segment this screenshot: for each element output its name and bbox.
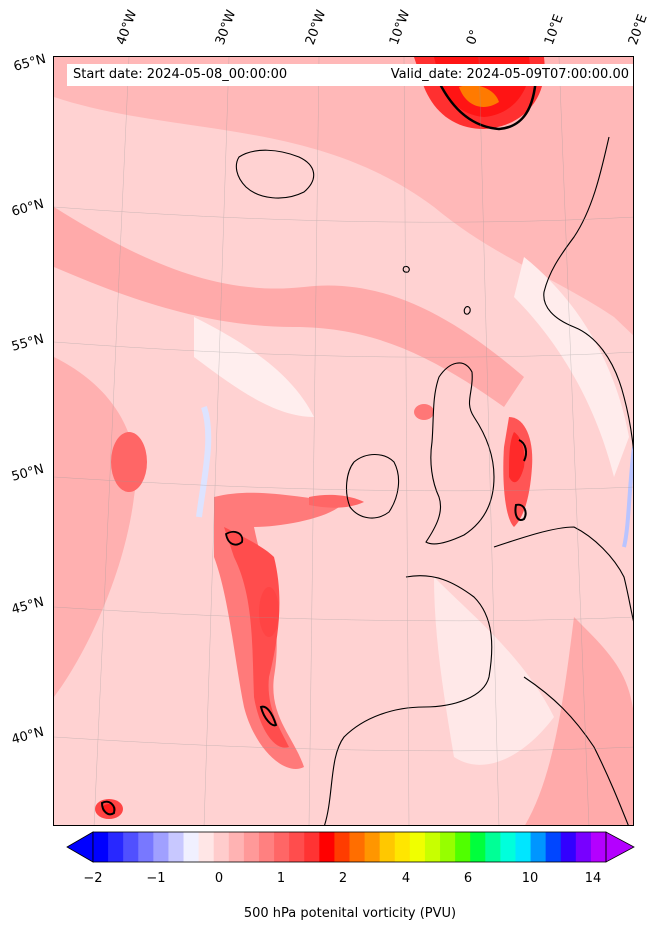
- colorbar-bin: [545, 832, 562, 862]
- colorbar-bin: [424, 832, 441, 862]
- lon-label-10w: 10°W: [386, 8, 414, 47]
- colorbar-bin: [560, 832, 577, 862]
- lon-label-30w: 30°W: [212, 8, 240, 47]
- colorbar-bin: [168, 832, 184, 862]
- colorbar-bin: [470, 832, 486, 862]
- colorbar-tick-minus2: −2: [83, 871, 103, 886]
- lat-label-65n: 65°N: [12, 51, 48, 75]
- pv-contour-field: [54, 57, 633, 825]
- colorbar-tick-1: 1: [276, 871, 286, 886]
- lon-label-10e: 10°E: [541, 12, 567, 48]
- colorbar-bin: [243, 832, 260, 862]
- colorbar-tick-6: 6: [463, 871, 473, 886]
- colorbar-bin: [349, 832, 365, 862]
- colorbar-label: 500 hPa potenital vorticity (PVU): [243, 906, 457, 921]
- colorbar-bin: [409, 832, 426, 862]
- colorbar-bin: [108, 832, 124, 862]
- lat-label-60n: 60°N: [10, 196, 46, 220]
- colorbar-bin: [440, 832, 456, 862]
- colorbar-tick-minus1: −1: [146, 871, 166, 886]
- colorbar-tick-10: 10: [521, 871, 539, 886]
- colorbar-tick-2: 2: [338, 871, 348, 886]
- colorbar-bin: [289, 832, 305, 862]
- colorbar-over-extend: [605, 831, 635, 863]
- lon-label-0: 0°: [463, 27, 484, 47]
- colorbar-bin: [590, 832, 607, 862]
- colorbar-bin: [379, 832, 396, 862]
- lat-label-45n: 45°N: [10, 594, 46, 618]
- map-panel: [53, 56, 634, 826]
- colorbar-bin: [228, 832, 245, 862]
- start-date-label: Start date: 2024-05-08_00:00:00: [73, 67, 288, 82]
- lon-label-40w: 40°W: [113, 8, 141, 47]
- colorbar-bin: [258, 832, 275, 862]
- colorbar-tick-0: 0: [214, 871, 224, 886]
- lat-label-40n: 40°N: [10, 724, 46, 748]
- colorbar-bin: [138, 832, 154, 862]
- colorbar-bin: [485, 832, 501, 862]
- colorbar-bin: [530, 832, 547, 862]
- colorbar-bin: [198, 832, 215, 862]
- colorbar-under-extend: [66, 831, 94, 863]
- colorbar-bin: [575, 832, 592, 862]
- colorbar-frame: [92, 831, 607, 863]
- colorbar-bin: [304, 832, 320, 862]
- colorbar-bin: [93, 832, 109, 862]
- colorbar-bin: [364, 832, 381, 862]
- date-info-box: Start date: 2024-05-08_00:00:00 Valid_da…: [67, 64, 633, 86]
- lat-label-50n: 50°N: [10, 461, 46, 485]
- colorbar-bin: [153, 832, 169, 862]
- pv-colorbar: [66, 831, 635, 863]
- colorbar-bin: [274, 832, 290, 862]
- colorbar-bin: [515, 832, 531, 862]
- colorbar-bin: [213, 832, 230, 862]
- colorbar-bin: [455, 832, 471, 862]
- colorbar-bin: [500, 832, 516, 862]
- lon-label-20w: 20°W: [302, 8, 330, 47]
- colorbar-tick-4: 4: [401, 871, 411, 886]
- colorbar-bin: [394, 832, 411, 862]
- lon-label-20e: 20°E: [625, 12, 651, 48]
- colorbar-bin: [319, 832, 335, 862]
- colorbar-bin: [123, 832, 139, 862]
- colorbar-bin: [183, 832, 200, 862]
- colorbar-bin: [334, 832, 350, 862]
- valid-date-label: Valid_date: 2024-05-09T07:00:00.00: [390, 67, 629, 82]
- lat-label-55n: 55°N: [10, 331, 46, 355]
- colorbar-tick-14: 14: [584, 871, 602, 886]
